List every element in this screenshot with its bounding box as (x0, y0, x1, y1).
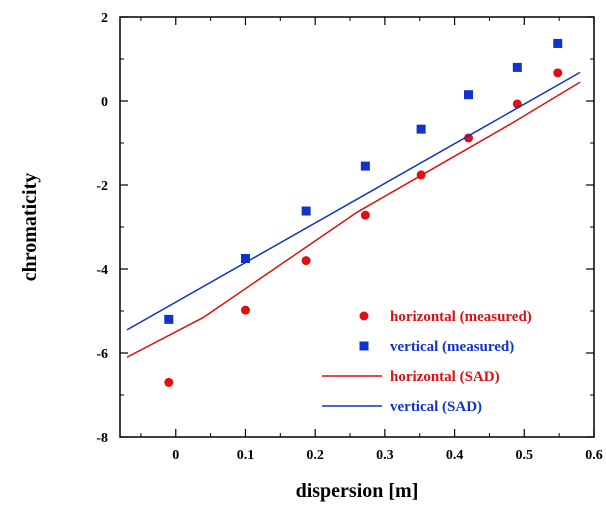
y-tick-label: 2 (101, 11, 108, 26)
data-point (164, 377, 174, 387)
data-point (416, 124, 426, 134)
data-point (164, 314, 174, 324)
x-tick-label: 0.5 (516, 448, 534, 463)
data-point (553, 38, 563, 48)
legend-circle-marker (359, 311, 369, 321)
legend-label: vertical (SAD) (390, 399, 482, 415)
x-axis-ticks: 0 0.1 0.2 0.3 0.4 0.5 0.6 (140, 17, 603, 463)
y-tick-label: -6 (96, 347, 108, 362)
legend: horizontal (measured) vertical (measured)… (322, 309, 532, 415)
series-layer (126, 38, 581, 387)
legend-label: horizontal (SAD) (390, 369, 500, 385)
y-tick-label: -8 (96, 431, 108, 446)
legend-square-marker (359, 341, 369, 351)
data-point (240, 305, 250, 315)
data-point (464, 90, 474, 100)
data-point (360, 210, 370, 220)
x-tick-label: 0.1 (237, 448, 255, 463)
plot-frame (119, 16, 595, 438)
x-tick-label: 0.4 (446, 448, 464, 463)
data-point (553, 68, 563, 78)
y-tick-label: -4 (96, 263, 108, 278)
data-point (301, 206, 311, 216)
data-point (464, 133, 474, 143)
data-point (240, 254, 250, 263)
y-axis-ticks: -8 -6 -4 -2 0 2 (96, 11, 594, 446)
x-tick-label: 0.3 (376, 448, 394, 463)
x-axis-title: dispersion [m] (296, 480, 419, 502)
legend-label: vertical (measured) (390, 339, 514, 355)
y-tick-label: 0 (101, 95, 108, 110)
x-tick-label: 0.2 (306, 448, 324, 463)
x-tick-label: 0 (172, 448, 179, 463)
legend-label: horizontal (measured) (390, 309, 532, 325)
series-line (126, 71, 581, 331)
y-tick-label: -2 (96, 179, 108, 194)
series-line (126, 81, 581, 358)
data-point (301, 256, 311, 266)
data-point (360, 161, 370, 171)
y-axis-title: chromaticity (19, 173, 41, 282)
x-tick-label: 0.6 (585, 448, 603, 463)
data-point (512, 62, 522, 72)
